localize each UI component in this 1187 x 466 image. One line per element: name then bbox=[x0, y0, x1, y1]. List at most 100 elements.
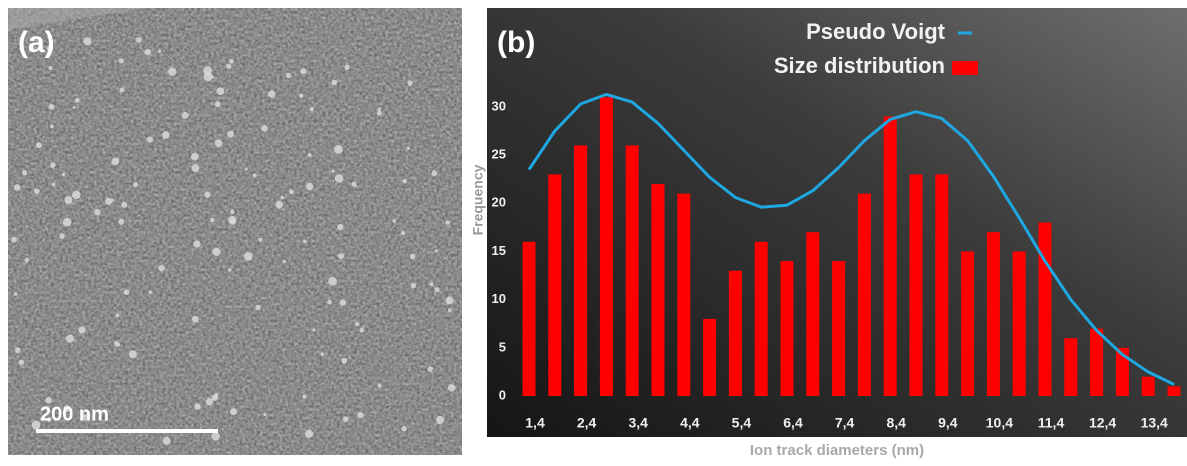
particle bbox=[229, 408, 238, 416]
particle bbox=[118, 58, 124, 64]
y-tick-label: 10 bbox=[492, 291, 506, 306]
particle bbox=[229, 58, 234, 64]
y-tick-label: 5 bbox=[499, 339, 506, 354]
particle bbox=[191, 164, 200, 173]
particle bbox=[409, 253, 416, 260]
particle bbox=[62, 217, 72, 227]
x-tick-label: 10,4 bbox=[986, 415, 1013, 431]
particle bbox=[212, 247, 221, 256]
particle bbox=[445, 296, 454, 305]
particle bbox=[71, 190, 81, 200]
particle bbox=[110, 198, 114, 202]
particle bbox=[65, 334, 75, 343]
particle bbox=[123, 289, 130, 296]
particle bbox=[351, 181, 357, 187]
particle bbox=[204, 191, 211, 198]
particle bbox=[146, 136, 153, 143]
particle bbox=[377, 107, 382, 111]
particle bbox=[377, 383, 382, 388]
particle bbox=[83, 37, 92, 46]
bar bbox=[1167, 386, 1181, 396]
particle bbox=[59, 233, 65, 239]
particle bbox=[344, 64, 350, 71]
particle bbox=[447, 384, 456, 392]
particle bbox=[72, 105, 76, 109]
particle bbox=[144, 48, 152, 56]
scale-bar-label: 200 nm bbox=[40, 403, 109, 425]
bar bbox=[857, 193, 871, 396]
x-tick-label: 5,4 bbox=[732, 415, 752, 431]
particle bbox=[74, 97, 80, 103]
particle bbox=[334, 174, 344, 183]
panel-label: (b) bbox=[497, 26, 535, 59]
particle bbox=[121, 201, 128, 208]
bar bbox=[1064, 338, 1078, 396]
particle bbox=[309, 107, 314, 112]
particle bbox=[445, 220, 450, 225]
particle bbox=[400, 230, 406, 236]
particle bbox=[119, 87, 125, 93]
x-tick-label: 7,4 bbox=[835, 415, 855, 431]
bar bbox=[1141, 376, 1155, 396]
particle bbox=[194, 403, 201, 410]
particle bbox=[334, 144, 343, 154]
particle bbox=[157, 49, 162, 53]
particle bbox=[167, 67, 177, 76]
particle bbox=[434, 249, 438, 253]
particle bbox=[327, 299, 332, 305]
tem-image: (a) 200 nm bbox=[8, 8, 462, 455]
legend-label: Size distribution bbox=[774, 53, 945, 78]
particle bbox=[275, 200, 284, 209]
legend-label: Pseudo Voigt bbox=[806, 19, 946, 44]
y-axis-label: Frequency bbox=[470, 164, 486, 235]
particle bbox=[303, 239, 307, 244]
particle bbox=[429, 282, 434, 287]
particle bbox=[46, 417, 52, 422]
particle bbox=[355, 322, 360, 327]
particle bbox=[18, 359, 25, 366]
particle bbox=[61, 172, 66, 177]
particle bbox=[341, 357, 348, 364]
particle bbox=[392, 219, 396, 223]
x-tick-label: 2,4 bbox=[577, 415, 597, 431]
scale-bar bbox=[36, 429, 218, 433]
particle bbox=[252, 173, 257, 178]
bar bbox=[574, 145, 588, 396]
bar bbox=[522, 241, 536, 396]
x-tick-label: 3,4 bbox=[628, 415, 648, 431]
particle bbox=[205, 398, 214, 406]
tem-texture bbox=[8, 8, 462, 455]
particle bbox=[49, 124, 54, 129]
particle bbox=[289, 189, 294, 195]
particle bbox=[162, 131, 170, 139]
panel-label: (a) bbox=[18, 26, 55, 59]
y-tick-label: 0 bbox=[499, 387, 506, 402]
fit-curve bbox=[527, 92, 1175, 386]
particle bbox=[94, 208, 101, 216]
particle bbox=[214, 393, 219, 397]
particles bbox=[11, 37, 456, 445]
particle bbox=[312, 328, 316, 332]
legend-swatch bbox=[952, 61, 978, 75]
particle bbox=[105, 197, 113, 205]
particle bbox=[111, 157, 120, 166]
particle bbox=[320, 352, 325, 356]
particle bbox=[357, 411, 364, 419]
bar bbox=[651, 184, 665, 396]
particle bbox=[447, 308, 452, 313]
particle bbox=[331, 169, 335, 173]
particle bbox=[128, 350, 138, 359]
y-tick-label: 20 bbox=[492, 195, 506, 210]
particle bbox=[406, 146, 410, 151]
bar bbox=[935, 174, 949, 396]
particle bbox=[48, 65, 53, 71]
particle bbox=[64, 196, 73, 204]
particle bbox=[216, 87, 225, 96]
x-tick-label: 12,4 bbox=[1089, 415, 1116, 431]
x-tick-label: 8,4 bbox=[886, 415, 906, 431]
particle bbox=[263, 413, 267, 417]
particle bbox=[78, 326, 86, 334]
x-tick-label: 1,4 bbox=[525, 415, 545, 431]
particle bbox=[13, 292, 18, 296]
particle bbox=[401, 426, 407, 432]
